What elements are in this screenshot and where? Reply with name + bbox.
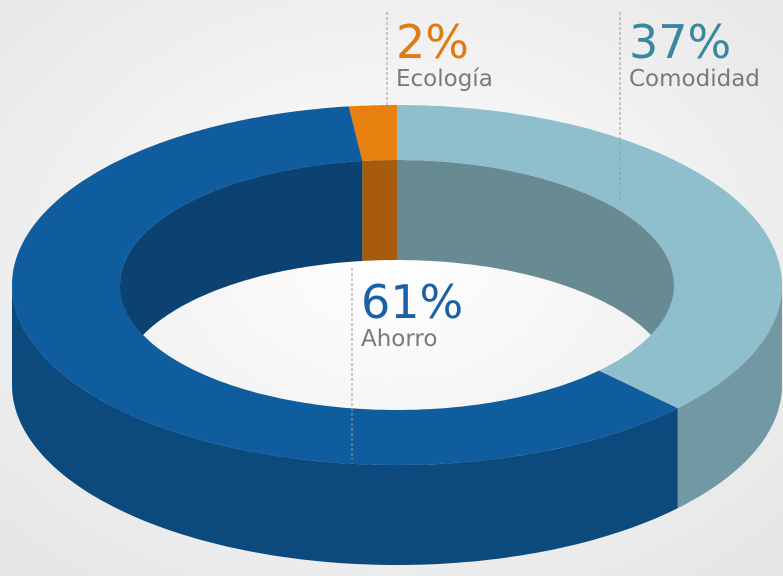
inner-wall: [362, 160, 397, 261]
value-label: 61%: [361, 275, 463, 329]
inner-wall: [120, 161, 363, 385]
outer-wall: [677, 285, 782, 509]
top-face: [397, 105, 782, 409]
value-label: 37%: [629, 15, 731, 69]
category-label: Ecología: [396, 66, 493, 92]
category-label: Ahorro: [361, 326, 437, 352]
value-label: 2%: [396, 15, 469, 69]
inner-wall: [397, 160, 674, 385]
labels: 2%Ecología 37%Comodidad 61%Ahorro: [351, 12, 760, 460]
outer-wall: [12, 285, 678, 565]
ring: [12, 105, 782, 565]
category-label: Comodidad: [629, 66, 760, 92]
top-face: [348, 105, 397, 161]
top-face: [12, 106, 678, 466]
